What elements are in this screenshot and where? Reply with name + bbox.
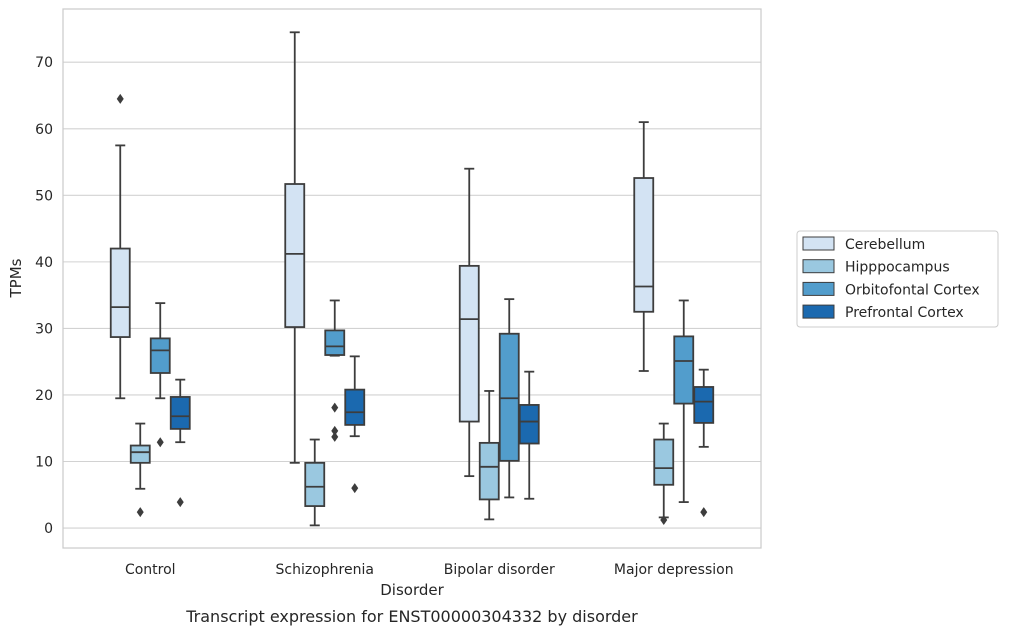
category-group	[633, 121, 715, 526]
outlier-point	[176, 497, 184, 508]
box-groups	[109, 31, 715, 527]
box-body	[169, 396, 191, 430]
box-body	[129, 444, 151, 464]
box-body	[109, 247, 131, 338]
outlier-point	[351, 483, 359, 494]
box	[129, 422, 151, 518]
box-body	[693, 386, 715, 424]
x-tick-labels: Control Schizophrenia Bipolar disorder Majo…	[125, 562, 734, 578]
x-tick-label: Control	[125, 562, 176, 578]
y-tick-label: 30	[35, 321, 53, 337]
box	[284, 31, 306, 464]
box	[498, 298, 520, 499]
outlier-point	[700, 507, 708, 518]
category-group	[109, 93, 191, 518]
box-body	[633, 177, 655, 313]
box	[673, 299, 695, 503]
legend-swatch	[802, 281, 835, 296]
box	[518, 370, 540, 500]
box-body	[498, 332, 520, 462]
box	[653, 422, 675, 526]
category-group	[284, 31, 366, 527]
outlier-point	[331, 402, 339, 413]
outlier-point	[136, 507, 144, 518]
outlier-point	[331, 425, 339, 436]
box	[344, 355, 366, 494]
box-body	[478, 441, 500, 501]
y-tick-labels: 0 10 20 30 40 50 60 70	[35, 55, 53, 537]
box	[633, 121, 655, 372]
legend-label: Orbitofontal Cortex	[845, 282, 980, 298]
outlier-point	[116, 93, 124, 104]
legend-item: Prefrontal Cortex	[802, 304, 964, 321]
legend-item: Orbitofontal Cortex	[802, 281, 980, 298]
legend-item: Cerebellum	[802, 236, 925, 253]
legend-swatch	[802, 304, 835, 319]
chart-caption: Transcript expression for ENST0000030433…	[185, 607, 638, 626]
box	[458, 167, 480, 478]
plot-frame	[62, 8, 762, 549]
category-group	[458, 167, 540, 521]
box-body	[324, 329, 346, 356]
box	[304, 438, 326, 527]
box	[478, 390, 500, 521]
legend-label: Hipppocampus	[845, 260, 950, 276]
box	[324, 299, 346, 442]
legend-label: Cerebellum	[845, 237, 925, 253]
box-body	[149, 337, 171, 374]
y-tick-label: 0	[44, 521, 53, 537]
y-tick-label: 10	[35, 454, 53, 470]
box-body	[284, 183, 306, 328]
x-tick-label: Schizophrenia	[276, 562, 374, 578]
legend-swatch	[802, 236, 835, 251]
y-tick-label: 50	[35, 188, 53, 204]
legend: Cerebellum Hipppocampus Orbitofontal Corte…	[796, 230, 999, 328]
outlier-point	[331, 431, 339, 442]
y-tick-label: 60	[35, 122, 53, 138]
outlier-point	[660, 515, 668, 526]
box-body	[344, 388, 366, 426]
y-axis-title: TPMs	[7, 258, 25, 298]
x-tick-label: Bipolar disorder	[444, 562, 555, 578]
box-body	[518, 404, 540, 445]
box	[169, 378, 191, 508]
x-tick-label: Major depression	[614, 562, 734, 578]
box	[109, 93, 131, 400]
legend-frame	[796, 230, 999, 328]
outlier-point	[156, 437, 164, 448]
y-tick-label: 20	[35, 388, 53, 404]
box	[693, 368, 715, 518]
box-body	[673, 335, 695, 405]
box-body	[458, 264, 480, 423]
x-axis-title: Disorder	[380, 581, 444, 599]
legend-label: Prefrontal Cortex	[845, 305, 964, 321]
legend-swatch	[802, 259, 835, 274]
box-body	[653, 438, 675, 486]
y-tick-label: 40	[35, 255, 53, 271]
box	[149, 302, 171, 448]
legend-item: Hipppocampus	[802, 259, 950, 276]
grid-lines	[63, 61, 761, 529]
box-body	[304, 461, 326, 507]
y-tick-label: 70	[35, 55, 53, 71]
